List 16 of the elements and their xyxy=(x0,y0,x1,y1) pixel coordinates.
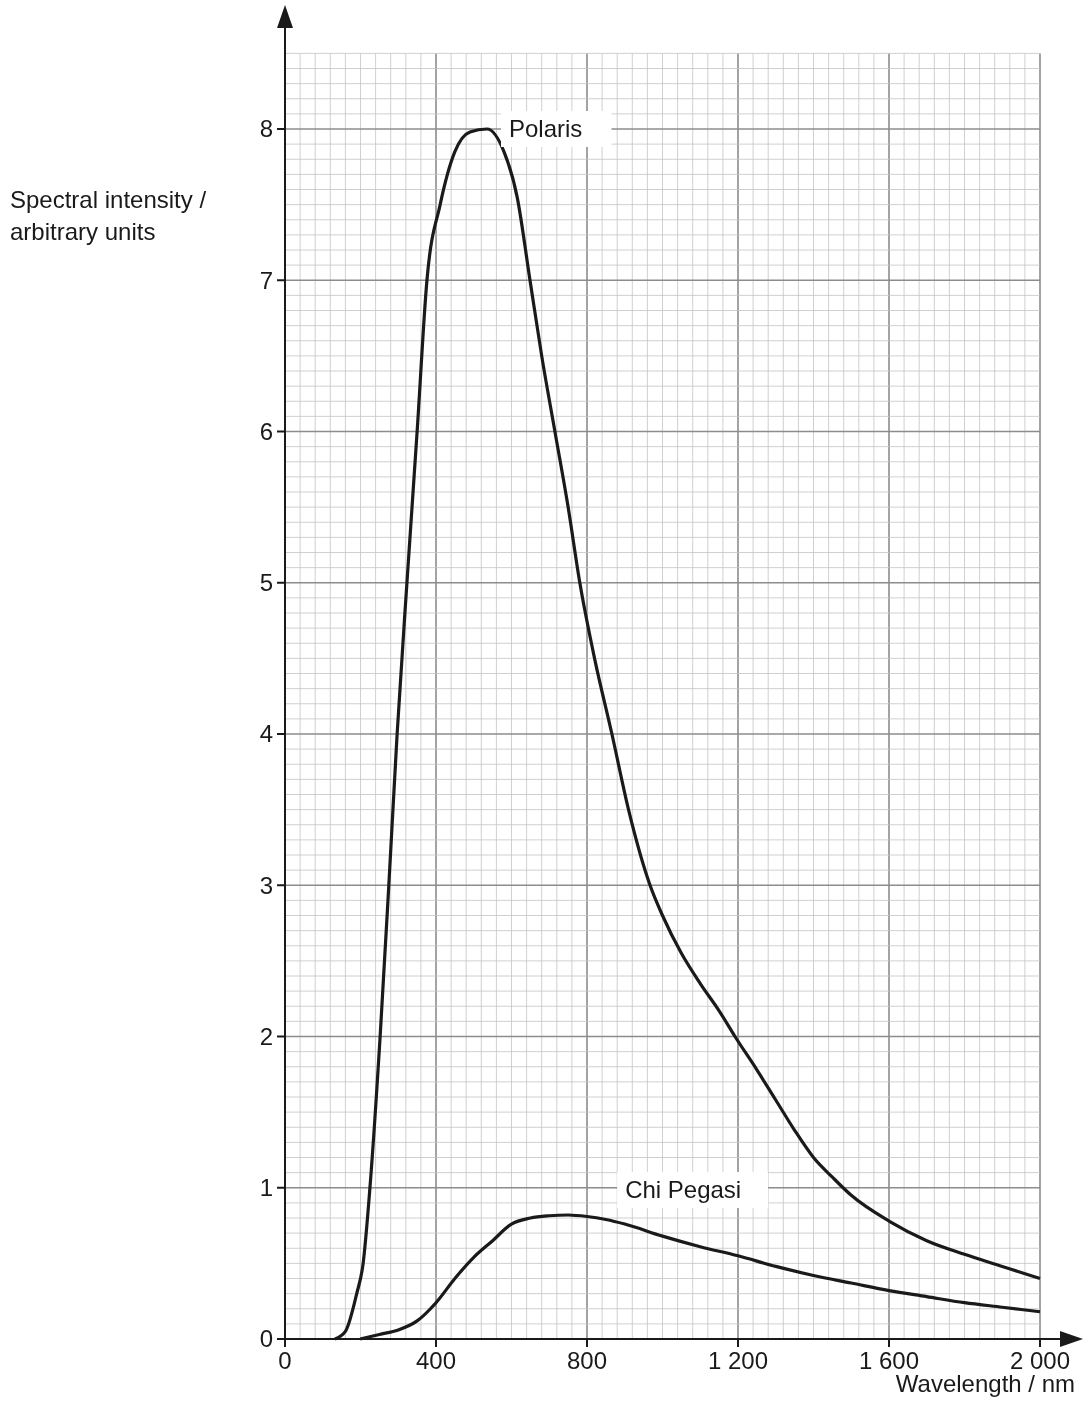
y-tick-label: 2 xyxy=(259,1022,273,1050)
series-label: Chi Pegasi xyxy=(625,1176,742,1204)
x-tick-label: 400 xyxy=(415,1347,457,1374)
y-tick-label: 5 xyxy=(259,569,273,597)
y-axis-title: Spectral intensity / arbitrary units xyxy=(10,186,207,245)
y-tick-label: 7 xyxy=(259,266,273,294)
y-tick-label: 0 xyxy=(259,1325,273,1353)
y-tick-label: 4 xyxy=(259,720,273,748)
series-label: Polaris xyxy=(508,115,583,143)
x-tick-label: 1 200 xyxy=(707,1347,769,1374)
y-tick-label: 8 xyxy=(259,115,273,143)
y-tick-label: 1 xyxy=(259,1174,273,1202)
x-tick-label: 800 xyxy=(566,1347,608,1374)
y-tick-label: 3 xyxy=(259,871,273,899)
x-tick-label: 0 xyxy=(278,1347,292,1374)
y-tick-label: 6 xyxy=(259,417,273,445)
